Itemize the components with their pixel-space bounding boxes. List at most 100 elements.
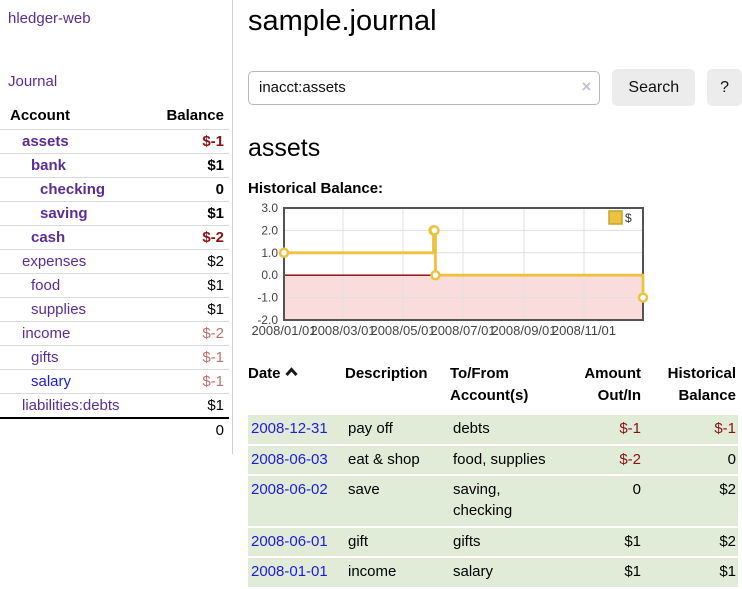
transaction-amount: $-2 (562, 445, 643, 475)
search-form: × Search ? (248, 69, 742, 107)
account-link-assets[interactable]: assets (22, 133, 69, 150)
transaction-description: eat & shop (345, 445, 450, 475)
search-button[interactable]: Search (612, 69, 696, 107)
sidebar: hledger-web Journal Account Balance asse… (0, 0, 233, 454)
app-brand-link[interactable]: hledger-web (8, 10, 91, 27)
account-row: cash $-2 (0, 225, 229, 250)
transaction-balance: 0 (643, 445, 738, 475)
account-link-cash[interactable]: cash (31, 229, 66, 246)
transaction-balance: $1 (643, 558, 738, 588)
account-link-expenses[interactable]: expenses (22, 253, 87, 270)
account-balance: 0 (150, 177, 229, 202)
svg-text:2.0: 2.0 (261, 224, 278, 238)
account-row: assets $-1 (0, 129, 229, 154)
transaction-accounts: gifts (450, 527, 562, 557)
account-heading: assets (248, 134, 321, 163)
svg-text:2008/05/01: 2008/05/01 (370, 323, 435, 338)
account-balance: $-2 (150, 321, 229, 346)
clear-search-icon[interactable]: × (581, 76, 592, 96)
accounts-header-row: Account Balance (0, 104, 229, 130)
account-link-food[interactable]: food (31, 277, 61, 294)
register-header-row: Date Description To/From Account(s) Amou… (248, 361, 738, 413)
search-input[interactable] (248, 70, 601, 105)
register-col-date[interactable]: Date (248, 361, 345, 413)
transaction-date-link[interactable]: 2008-06-03 (251, 450, 328, 468)
account-link-income[interactable]: income (22, 325, 71, 342)
transaction-amount: 0 (562, 476, 643, 526)
svg-text:2008/09/01: 2008/09/01 (491, 323, 556, 338)
transaction-balance: $2 (643, 476, 738, 526)
account-link-bank[interactable]: bank (31, 157, 67, 174)
transaction-date-link[interactable]: 2008-06-01 (251, 532, 328, 550)
transaction-date-link[interactable]: 2008-01-01 (251, 563, 328, 581)
transaction-date-link[interactable]: 2008-12-31 (251, 419, 328, 437)
transaction-accounts: food, supplies (450, 445, 562, 475)
svg-text:2008/11/01: 2008/11/01 (552, 323, 616, 338)
account-balance: $-1 (150, 369, 229, 394)
transaction-description: income (345, 558, 450, 588)
register-row: 2008-06-02 save saving, checking 0 $2 (248, 476, 738, 526)
register-row: 2008-01-01 income salary $1 $1 (248, 558, 738, 588)
account-link-saving[interactable]: saving (40, 205, 88, 222)
accounts-total-row: 0 (0, 417, 229, 442)
register-col-balance: Historical Balance (667, 365, 736, 404)
account-balance: $1 (150, 153, 229, 178)
svg-text:-2.0: -2.0 (257, 313, 278, 327)
account-row: checking 0 (0, 177, 229, 202)
register-table-body: 2008-12-31 pay off debts $-1 $-1 2008-06-03 ea… (248, 414, 738, 588)
transaction-description: gift (345, 527, 450, 557)
account-link-gifts[interactable]: gifts (31, 349, 59, 366)
accounts-total-spacer (0, 417, 151, 442)
svg-text:2008/01/01: 2008/01/01 (251, 323, 316, 338)
transaction-date-link[interactable]: 2008-06-02 (251, 481, 328, 499)
account-row: bank $1 (0, 153, 229, 178)
historical-balance-chart: $3.0 2.0 1.0 0.0 -1.0 -2.02008/01/012008/03/0… (251, 201, 649, 338)
account-row: expenses $2 (0, 249, 229, 274)
transaction-accounts: salary (450, 558, 562, 588)
help-button[interactable]: ? (707, 69, 742, 107)
register-col-description: Description (345, 365, 428, 383)
account-balance: $2 (150, 249, 229, 274)
svg-text:2008/03/01: 2008/03/01 (310, 323, 375, 338)
register-col-amount: Amount Out/In (584, 365, 641, 404)
transaction-accounts: debts (450, 414, 562, 444)
transaction-amount: $1 (562, 558, 643, 588)
account-balance: $-1 (150, 345, 229, 370)
transaction-description: pay off (345, 414, 450, 444)
transaction-balance: $-1 (643, 414, 738, 444)
sort-ascending-icon (284, 367, 298, 377)
page-title: sample.journal (248, 5, 437, 37)
transaction-description: save (345, 476, 450, 526)
transaction-balance: $2 (643, 527, 738, 557)
chart-title: Historical Balance: (248, 180, 384, 198)
transaction-amount: $1 (562, 527, 643, 557)
account-balance: $-1 (150, 129, 229, 154)
main-panel: sample.journal × Search ? assets Histori… (233, 0, 742, 589)
svg-text:$: $ (625, 211, 632, 225)
register-col-accounts: To/From Account(s) (450, 365, 529, 404)
svg-text:0.0: 0.0 (261, 269, 278, 283)
account-balance: $1 (150, 201, 229, 226)
accounts-col-account: Account (10, 107, 70, 124)
transaction-accounts: saving, checking (450, 476, 562, 526)
account-row: salary $-1 (0, 369, 229, 394)
account-balance: $-2 (150, 225, 229, 250)
register-row: 2008-06-01 gift gifts $1 $2 (248, 527, 738, 557)
transaction-amount: $-1 (562, 414, 643, 444)
account-row: gifts $-1 (0, 345, 229, 370)
register-table: Date Description To/From Account(s) Amou… (248, 359, 738, 589)
account-row: income $-2 (0, 321, 229, 346)
account-row: liabilities:debts $1 (0, 393, 229, 418)
account-link-supplies[interactable]: supplies (31, 301, 87, 318)
account-balance: $1 (150, 273, 229, 298)
account-link-checking[interactable]: checking (40, 181, 106, 198)
sidebar-item-journal[interactable]: Journal (8, 73, 58, 90)
accounts-col-balance: Balance (166, 107, 224, 124)
account-balance: $1 (150, 297, 229, 322)
account-link-liabilities-debts[interactable]: liabilities:debts (22, 397, 120, 414)
register-row: 2008-06-03 eat & shop food, supplies $-2 0 (248, 445, 738, 475)
accounts-total-value: 0 (150, 417, 229, 442)
account-link-salary[interactable]: salary (31, 373, 72, 390)
account-row: supplies $1 (0, 297, 229, 322)
svg-text:-1.0: -1.0 (257, 291, 278, 305)
